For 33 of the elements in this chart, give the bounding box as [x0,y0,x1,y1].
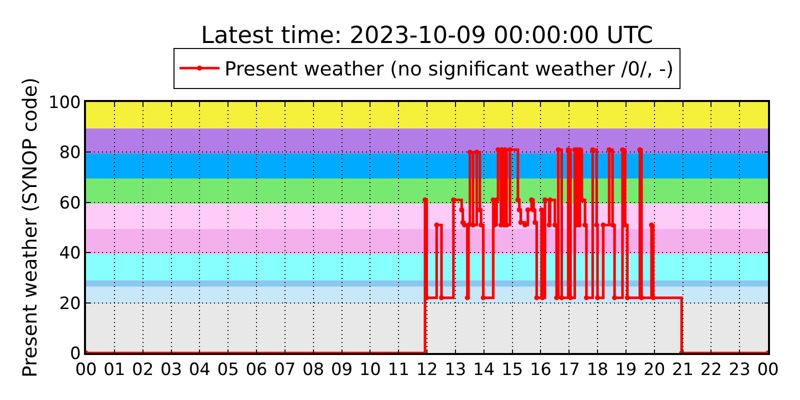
x-tick-label: 04 [188,360,210,380]
x-tick-label: 23 [728,360,750,380]
y-tick-label: 20 [59,294,81,314]
x-tick-label: 22 [700,360,722,380]
y-axis-title: Present weather (SYNOP code) [18,78,42,378]
x-tick-label: 03 [160,360,182,380]
x-tick-label: 00 [75,360,97,380]
x-tick-label: 12 [416,360,438,380]
x-tick-label: 02 [132,360,154,380]
x-tick-label: 10 [359,360,381,380]
y-tick-label: 80 [59,143,81,164]
x-tick-label: 14 [473,360,495,380]
x-tick-label: 00 [757,360,779,380]
x-tick-label: 13 [444,360,466,380]
x-tick-label: 09 [330,360,353,380]
x-tick-label: 11 [388,360,410,380]
x-tick-label: 07 [274,360,296,380]
chart-title: Latest time: 2023-10-09 00:00:00 UTC [200,21,654,50]
x-tick-label: 19 [615,360,637,380]
x-tick-label: 16 [530,360,552,380]
x-tick-label: 21 [672,360,694,380]
x-tick-label: 05 [217,360,239,380]
x-tick-label: 01 [104,360,126,380]
x-tick-label: 20 [644,360,666,380]
x-tick-label: 08 [302,360,324,380]
x-tick-label: 06 [246,360,268,380]
legend-label: Present weather (no significant weather /0/, -) [224,58,674,81]
x-tick-label: 18 [586,360,608,380]
y-tick-label: 100 [48,92,81,113]
y-tick-label: 60 [59,193,81,214]
y-tick-label: 40 [59,244,81,264]
x-tick-label: 15 [501,360,524,380]
x-tick-label: 17 [558,360,580,380]
